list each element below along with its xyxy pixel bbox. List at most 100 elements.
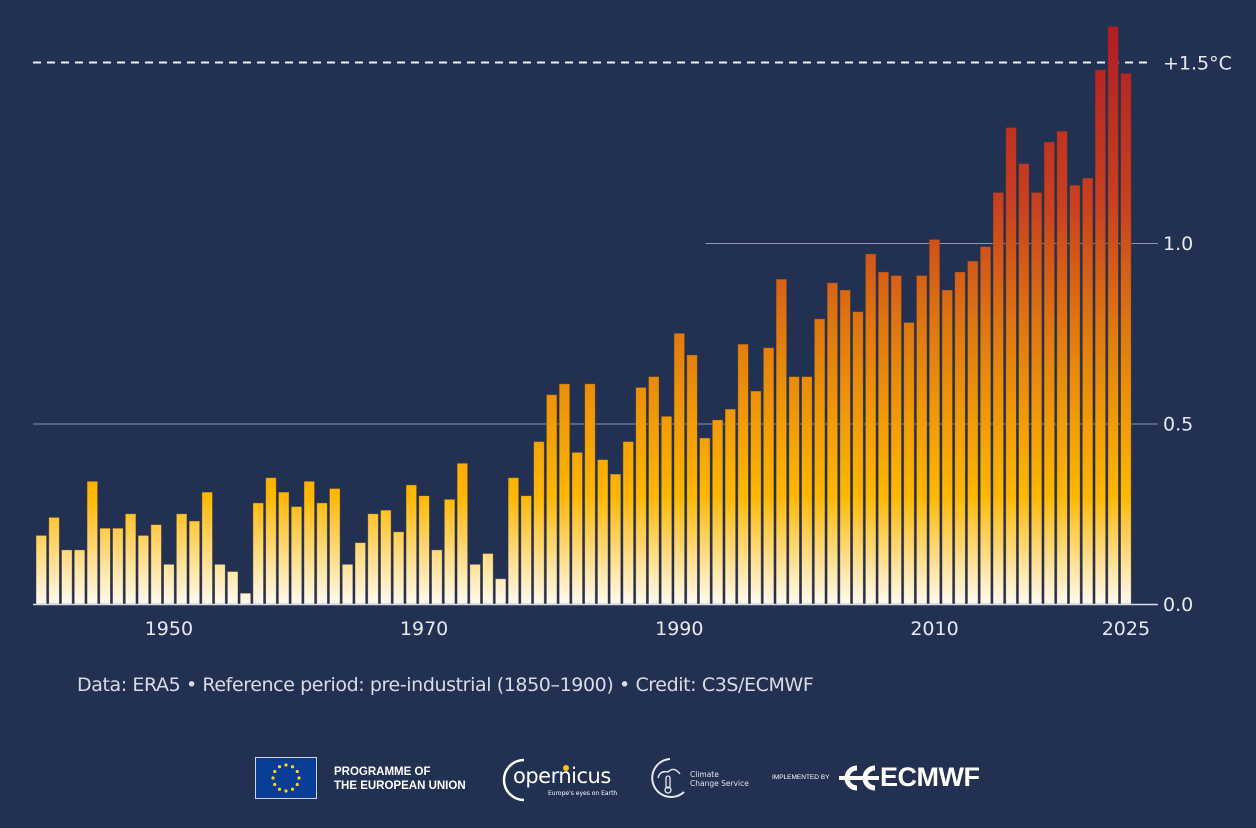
y-tick-label: 0.5 [1163, 414, 1193, 436]
eu-programme-line2: THE EUROPEAN UNION [334, 780, 466, 792]
bar-1974 [469, 563, 481, 605]
bar-1949 [150, 524, 162, 605]
bar-1983 [584, 383, 596, 605]
y-tick-label: 0.0 [1163, 594, 1193, 616]
threshold-label: +1.5°C [1163, 53, 1232, 75]
bar-1991 [686, 354, 698, 605]
c3s-line1: Climate [690, 770, 719, 779]
x-tick-label: 1990 [655, 618, 703, 640]
bar-1950 [163, 563, 175, 605]
credit-line: Data: ERA5 • Reference period: pre-indus… [77, 674, 814, 696]
bar-1961 [303, 480, 315, 605]
bar-1956 [239, 592, 252, 605]
x-tick-label: 2025 [1102, 618, 1150, 640]
bar-1954 [214, 563, 226, 605]
bar-1998 [775, 278, 788, 605]
bar-1979 [533, 441, 545, 605]
bar-1992 [699, 437, 711, 605]
bar-2011 [941, 289, 953, 605]
bar-1973 [456, 462, 469, 605]
eu-star-icon [290, 765, 295, 769]
bar-2022 [1081, 177, 1094, 605]
bar-1996 [750, 390, 762, 605]
eu-flag-icon [255, 757, 317, 799]
bar-1970 [418, 495, 430, 605]
y-axis-ticks: 0.0 0.5 1.0 [1163, 233, 1193, 616]
eu-star-icon [273, 782, 277, 787]
bar-1982 [571, 451, 583, 605]
eu-star-icon [290, 787, 295, 791]
bar-2024 [1107, 25, 1119, 605]
eu-programme-line1: PROGRAMME OF [334, 766, 431, 778]
bar-2015 [992, 192, 1005, 605]
bar-1971 [431, 549, 443, 605]
bar-1948 [137, 535, 150, 605]
x-tick-label: 1950 [145, 618, 193, 640]
copernicus-wordmark: opernicus [513, 764, 611, 788]
chart: +1.5°C 0.0 0.5 1.0 1950 1970 1990 2010 2025 [33, 25, 1232, 640]
c3s-line2: Change Service [690, 779, 749, 788]
x-axis-ticks: 1950 1970 1990 2010 2025 [145, 618, 1150, 640]
eu-star-icon [295, 769, 299, 774]
eu-star-icon [277, 765, 282, 769]
bar-2016 [1005, 127, 1017, 605]
bar-2021 [1069, 184, 1081, 605]
ecmwf-wordmark: ECMWF [880, 762, 980, 792]
bar-1945 [99, 527, 111, 605]
bar-1980 [546, 394, 558, 605]
x-tick-label: 2010 [910, 618, 958, 640]
bars [35, 25, 1132, 605]
bar-2004 [852, 311, 864, 605]
bar-1953 [201, 491, 213, 605]
bar-1960 [290, 506, 303, 605]
bar-1962 [316, 502, 328, 605]
eu-star-icon [284, 763, 288, 767]
bar-1987 [635, 386, 647, 605]
bar-1985 [609, 473, 622, 605]
bar-2007 [890, 275, 902, 605]
bar-1965 [354, 542, 367, 605]
climate-change-service-icon [651, 758, 685, 798]
bar-2017 [1018, 163, 1030, 605]
bar-1957 [252, 502, 264, 605]
bar-2002 [826, 282, 839, 605]
bar-2019 [1043, 141, 1056, 605]
eu-star-icon [273, 769, 277, 774]
copernicus-logo-icon [502, 758, 569, 802]
copernicus-tagline: Europe's eyes on Earth [548, 790, 618, 797]
bar-1981 [558, 383, 571, 605]
y-tick-label: 1.0 [1163, 233, 1193, 255]
bar-1946 [112, 527, 124, 605]
bar-2006 [877, 271, 890, 605]
bar-1963 [329, 488, 341, 605]
bar-1989 [660, 415, 673, 605]
bar-2020 [1056, 130, 1068, 605]
bar-1940 [35, 535, 48, 605]
bar-1959 [278, 491, 290, 605]
bar-2025 [1120, 72, 1132, 605]
bar-2023 [1094, 69, 1107, 605]
bar-2013 [967, 260, 979, 605]
bar-1972 [443, 498, 456, 605]
bar-2009 [916, 275, 928, 605]
ecmwf-logo-icon [839, 765, 879, 791]
bar-1955 [226, 571, 239, 605]
bar-2018 [1030, 192, 1043, 605]
bar-1978 [520, 495, 532, 605]
bar-2010 [928, 238, 941, 605]
bar-1958 [265, 477, 277, 605]
bar-1986 [622, 441, 634, 605]
bar-1952 [188, 520, 201, 605]
bar-1968 [392, 531, 405, 605]
bar-2012 [954, 271, 966, 605]
bar-1977 [507, 477, 520, 605]
bar-2008 [903, 322, 915, 605]
logo-bar: PROGRAMME OF THE EUROPEAN UNION opernicu… [0, 750, 1256, 806]
eu-star-icon [295, 782, 299, 787]
bar-1990 [673, 332, 686, 605]
bar-2005 [865, 253, 877, 605]
bar-1976 [494, 578, 507, 605]
x-tick-label: 1970 [400, 618, 448, 640]
bar-2003 [839, 289, 851, 605]
bar-1994 [724, 408, 737, 605]
